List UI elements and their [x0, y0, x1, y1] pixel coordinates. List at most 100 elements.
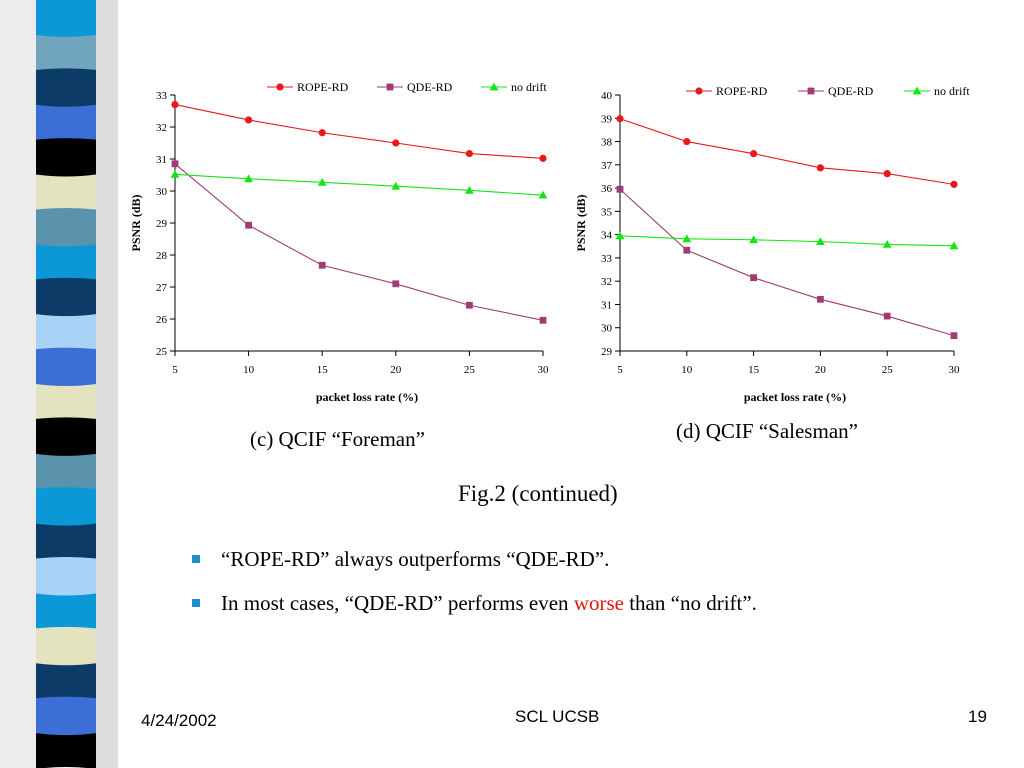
footer-org: SCL UCSB — [515, 707, 600, 726]
y-tick-label: 40 — [601, 90, 613, 102]
strip-band — [36, 34, 96, 71]
bullet-list: “ROPE-RD” always outperforms “QDE-RD”. I… — [190, 544, 757, 632]
strip-band — [36, 314, 96, 351]
bullet-text-1: “ROPE-RD” always outperforms “QDE-RD”. — [221, 547, 610, 571]
y-tick-label: 38 — [601, 137, 613, 149]
y-tick-label: 30 — [156, 186, 168, 198]
legend-label: no drift — [934, 84, 970, 98]
legend-label: QDE-RD — [407, 80, 453, 94]
series-line-no-drift — [619, 235, 955, 247]
y-tick-label: 25 — [156, 346, 168, 358]
data-point — [949, 241, 959, 250]
y-tick-label: 31 — [601, 299, 612, 311]
x-tick-label: 5 — [617, 364, 623, 376]
bullet-text-2-post: than “no drift”. — [623, 591, 757, 615]
caption-foreman: (c) QCIF “Foreman” — [250, 427, 425, 451]
series-line-rope-rd — [174, 104, 544, 159]
x-tick-label: 10 — [681, 364, 693, 376]
legend-marker — [489, 82, 499, 91]
data-point — [883, 170, 891, 178]
y-tick-label: 29 — [156, 218, 168, 230]
data-point — [392, 139, 400, 147]
data-point — [318, 129, 326, 137]
legend-label: ROPE-RD — [297, 80, 349, 94]
data-point — [749, 235, 758, 244]
figure-title: Fig.2 (continued) — [458, 481, 618, 506]
legend-marker — [276, 83, 284, 91]
x-tick-label: 30 — [949, 364, 961, 376]
strip-left-margin — [0, 0, 36, 768]
square-bullet-icon — [192, 555, 200, 563]
data-point — [171, 101, 179, 109]
data-point — [392, 280, 400, 288]
strip-band — [36, 487, 96, 527]
data-point — [883, 312, 891, 320]
strip-band — [36, 0, 96, 38]
strip-band — [36, 244, 96, 281]
x-tick-label: 15 — [748, 364, 760, 376]
data-point — [683, 246, 691, 254]
data-point — [682, 234, 692, 243]
data-point — [950, 180, 958, 188]
strip-band — [36, 417, 96, 457]
y-tick-label: 39 — [601, 113, 613, 125]
data-point — [683, 137, 691, 146]
footer-page-number: 19 — [968, 707, 987, 726]
caption-salesman: (d) QCIF “Salesman” — [676, 419, 858, 443]
legend-label: QDE-RD — [828, 84, 874, 98]
data-point — [245, 221, 252, 229]
x-tick-label: 10 — [243, 364, 255, 376]
data-point — [317, 177, 327, 186]
data-point — [816, 237, 825, 246]
data-point — [245, 116, 253, 124]
y-tick-label: 34 — [601, 230, 613, 242]
y-tick-label: 27 — [156, 282, 168, 294]
data-point — [817, 295, 824, 303]
strip-band — [36, 207, 96, 247]
strip-band — [36, 174, 96, 211]
strip-band — [36, 557, 96, 596]
decorative-color-strip — [0, 0, 118, 768]
data-point — [750, 150, 758, 158]
strip-band — [36, 384, 96, 420]
strip-band — [36, 138, 96, 178]
bullet-item-2: In most cases, “QDE-RD” performs even wo… — [190, 588, 757, 632]
data-point — [466, 301, 473, 309]
data-point — [171, 160, 179, 168]
legend-label: ROPE-RD — [716, 84, 768, 98]
legend-marker — [386, 83, 394, 91]
data-point — [538, 190, 548, 199]
chart-salesman: 29 30 31 32 33 34 35 36 37 38 39 40 5 10 15 20 25 30 packe… — [574, 84, 970, 404]
x-axis-label: packet loss rate (%) — [744, 390, 846, 404]
y-tick-label: 26 — [156, 314, 168, 326]
strip-shadow — [96, 0, 118, 768]
bullet-text-2-pre: In most cases, “QDE-RD” performs even — [221, 591, 574, 615]
strip-band — [36, 68, 96, 108]
strip-band — [36, 104, 96, 141]
legend-marker — [912, 86, 922, 95]
series-line-no-drift — [174, 173, 544, 196]
series-line-rope-rd — [619, 118, 955, 185]
x-tick-label: 15 — [317, 364, 329, 376]
data-point — [318, 261, 326, 269]
data-point — [170, 169, 180, 178]
strip-band — [36, 453, 96, 490]
data-point — [816, 164, 824, 172]
y-tick-label: 32 — [156, 122, 167, 134]
data-point — [616, 115, 624, 123]
data-point — [615, 231, 625, 240]
x-tick-label: 25 — [464, 364, 476, 376]
series-line-qde-rd — [619, 188, 955, 337]
legend-marker — [807, 87, 815, 95]
data-point — [244, 174, 253, 183]
x-tick-label: 25 — [882, 364, 894, 376]
x-axis-label: packet loss rate (%) — [316, 390, 418, 404]
strip-band — [36, 733, 96, 768]
strip-band — [36, 593, 96, 630]
y-tick-label: 35 — [601, 206, 613, 218]
square-bullet-icon — [192, 599, 200, 607]
series-line-qde-rd — [174, 163, 544, 321]
y-axis-label: PSNR (dB) — [574, 194, 588, 251]
y-tick-label: 37 — [601, 160, 613, 172]
y-tick-label: 28 — [156, 250, 168, 262]
